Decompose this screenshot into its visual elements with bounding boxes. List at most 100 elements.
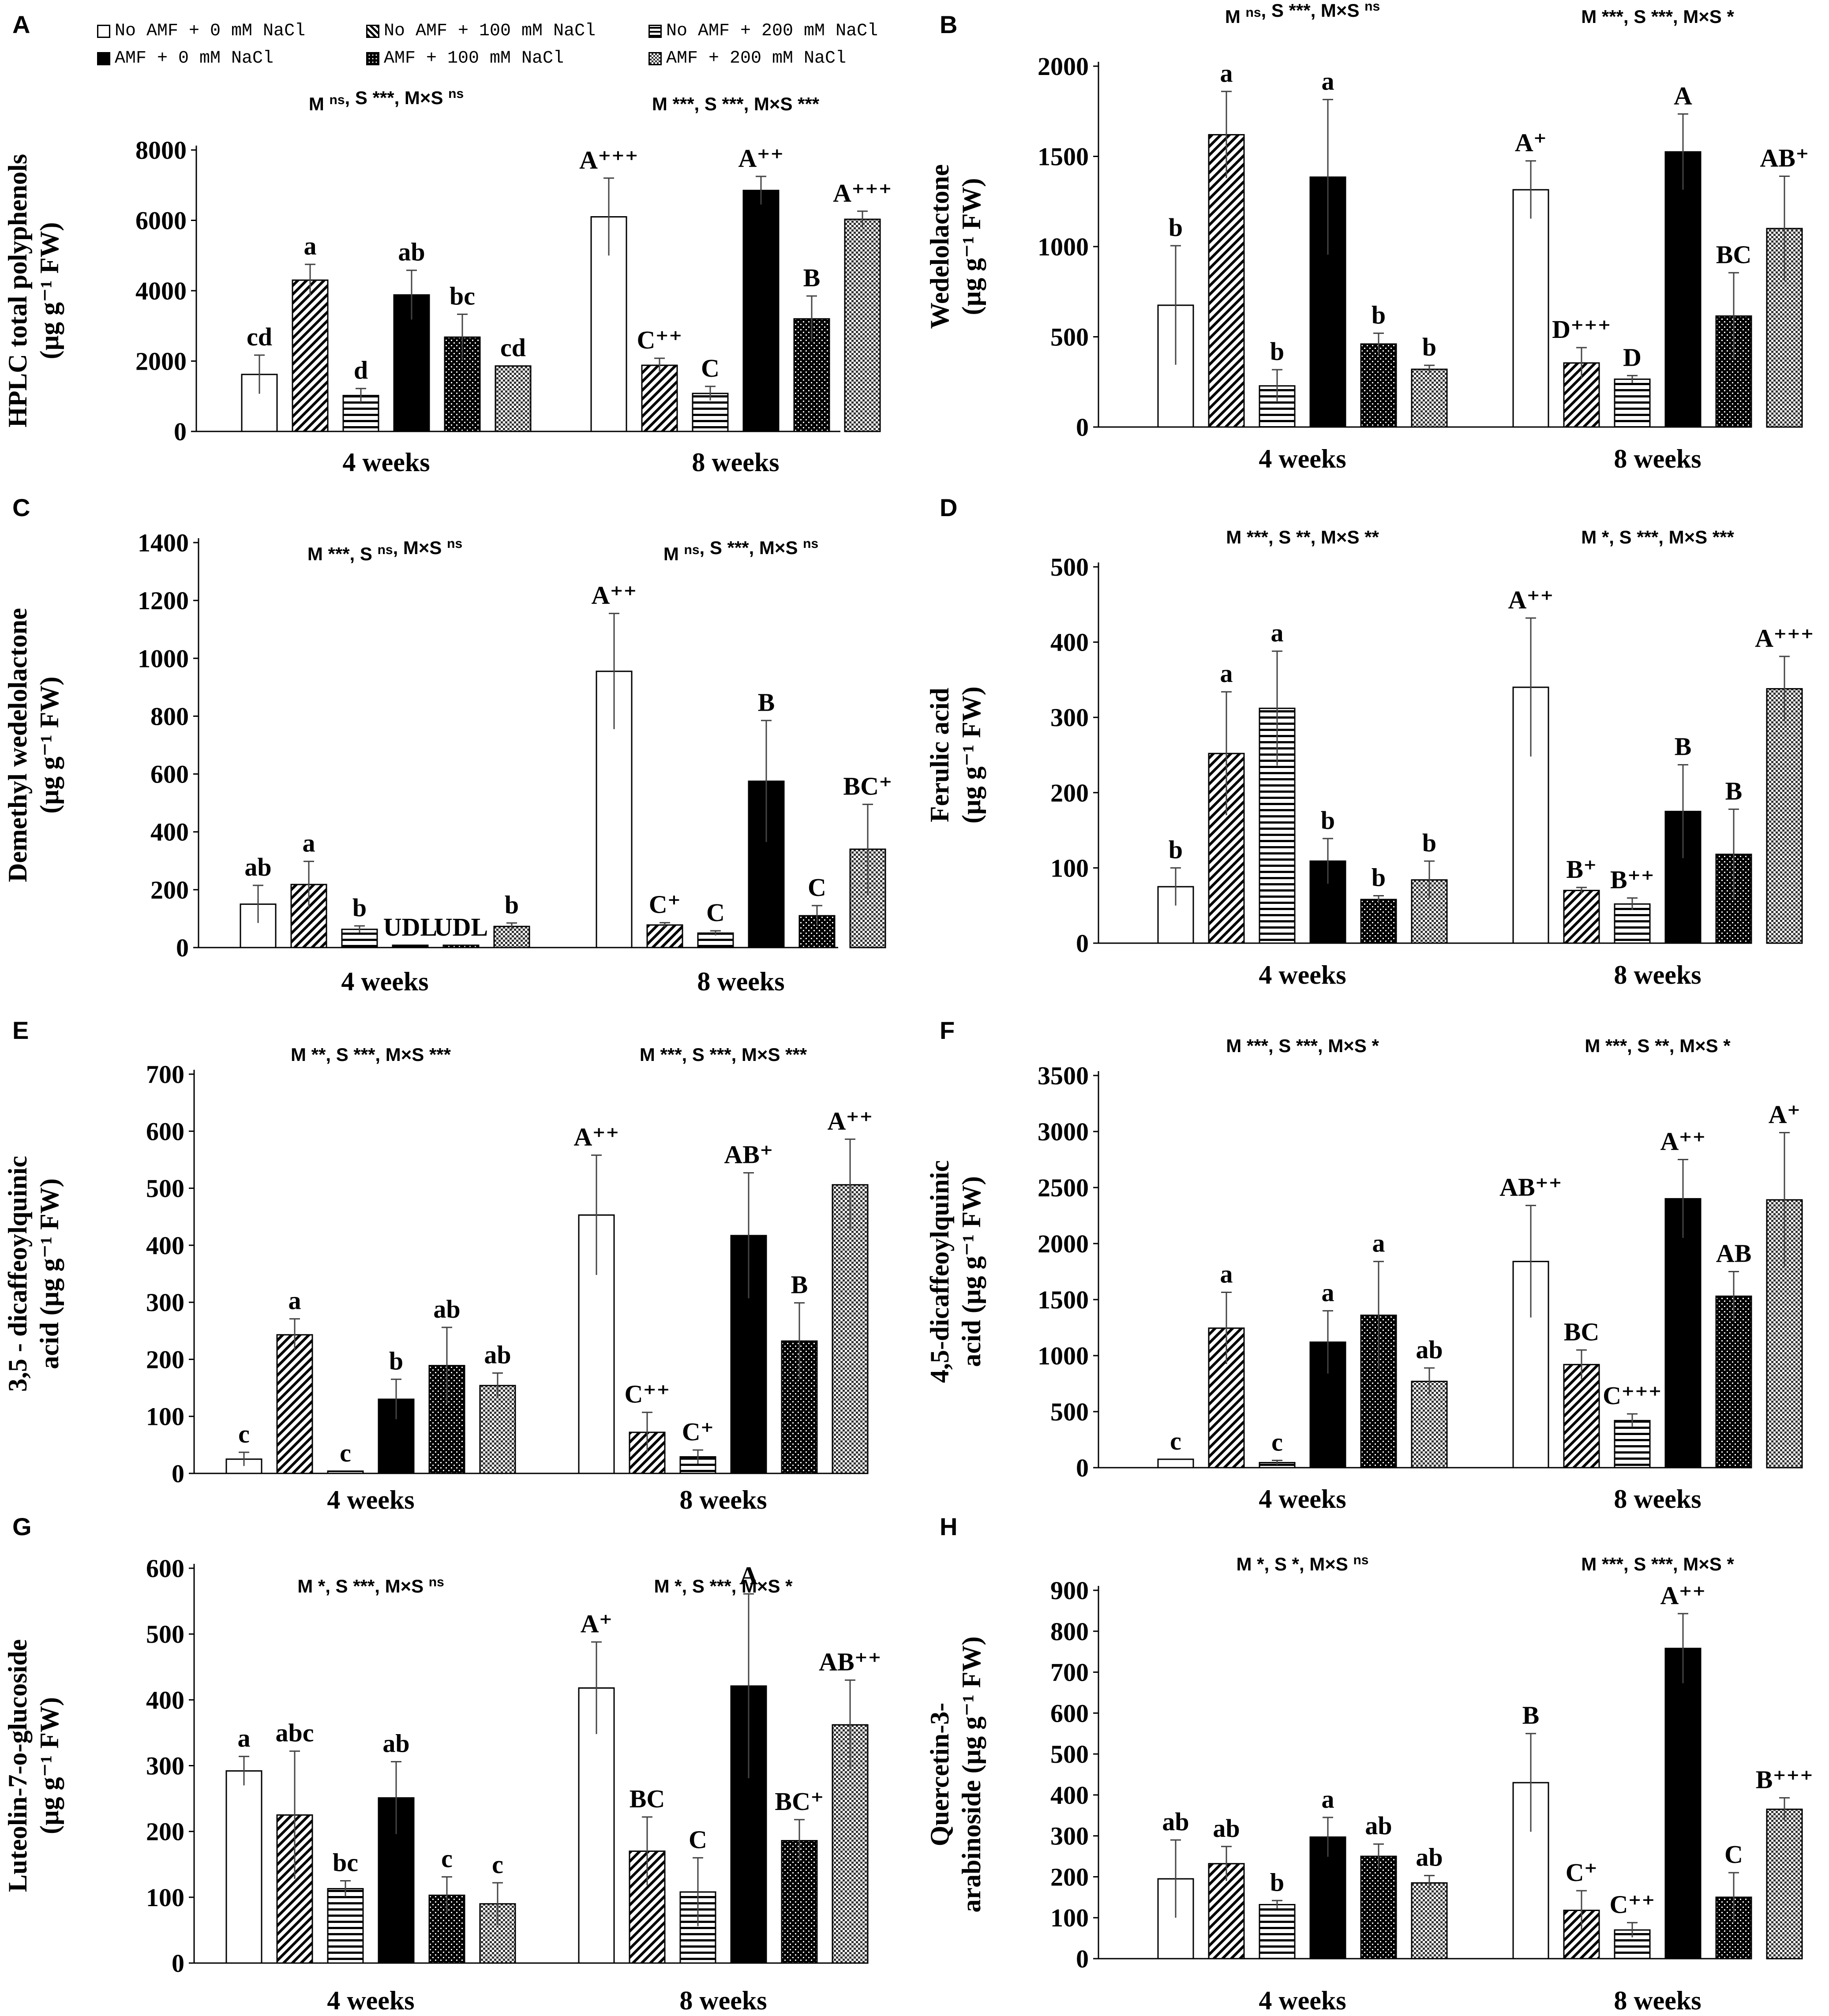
significance-label: BC⁺ xyxy=(775,1787,824,1816)
y-tick-label: 1000 xyxy=(1038,1342,1089,1370)
significance-label: a xyxy=(1220,1259,1233,1288)
y-tick-label: 400 xyxy=(146,1231,184,1260)
bar xyxy=(641,364,678,432)
significance-label: a xyxy=(304,232,317,260)
stats-annotation: M ***, S **, M×S * xyxy=(1585,1035,1731,1056)
significance-label: c xyxy=(340,1439,351,1467)
significance-label: b xyxy=(1321,806,1335,835)
y-tick-label: 600 xyxy=(146,1554,184,1583)
y-axis-label: Quercetin-3- arabinoside (µg g⁻¹ FW) xyxy=(925,1637,986,1913)
legend-entry-no-amf-200: No AMF + 200 mM NaCl xyxy=(648,21,878,41)
significance-label: a xyxy=(1220,59,1233,87)
chart-panel-f: F 4,5-dicaffeoylquinic acid (µg g⁻¹ FW) 0 50… xyxy=(925,1016,1803,1514)
y-tick-label: 2500 xyxy=(1038,1173,1089,1202)
bar xyxy=(327,1470,364,1474)
legend-swatch-diagonal xyxy=(366,24,379,38)
significance-label: A⁺⁺ xyxy=(1660,1127,1705,1156)
significance-label: D⁺⁺⁺ xyxy=(1552,315,1611,344)
significance-label: a xyxy=(289,1286,301,1315)
bar xyxy=(495,365,532,432)
significance-label: ab xyxy=(1365,1811,1392,1840)
significance-label: b xyxy=(352,893,367,922)
y-axis-label: HPLC total polyphenols (µg g⁻¹ FW) xyxy=(3,154,64,427)
significance-label: A⁺ xyxy=(1515,128,1547,157)
significance-label: d xyxy=(354,356,368,385)
bar xyxy=(1563,890,1600,944)
y-tick-label: 200 xyxy=(146,1345,184,1374)
significance-label: C⁺ xyxy=(649,890,681,919)
bar xyxy=(1411,1380,1448,1469)
stats-annotation: M **, S ***, M×S *** xyxy=(291,1044,451,1065)
y-tick-label: 900 xyxy=(1050,1576,1089,1605)
x-category-label: 4 weeks xyxy=(327,1986,414,2015)
legend-label: No AMF + 0 mM NaCl xyxy=(115,21,306,41)
significance-label: b xyxy=(389,1347,403,1375)
bar xyxy=(479,1385,516,1474)
significance-label: cd xyxy=(500,334,526,362)
legend-entry-no-amf-0: No AMF + 0 mM NaCl xyxy=(97,21,305,41)
stats-annotation: M ***, S ***, M×S * xyxy=(1581,6,1734,27)
y-tick-label: 100 xyxy=(146,1883,184,1912)
significance-label: b xyxy=(1372,863,1386,892)
bar xyxy=(1614,1420,1651,1469)
stats-annotation: M ***, S ***, M×S * xyxy=(1581,1554,1734,1574)
significance-label: A⁺⁺ xyxy=(738,144,783,172)
significance-label: C xyxy=(701,354,720,382)
bar xyxy=(1766,1808,1803,1960)
significance-label: b xyxy=(1169,835,1183,864)
legend-label: AMF + 0 mM NaCl xyxy=(115,49,274,68)
y-tick-label: 0 xyxy=(1076,929,1089,958)
significance-label: B⁺ xyxy=(1566,855,1597,884)
y-tick-label: 500 xyxy=(1050,323,1089,352)
y-tick-label: 3000 xyxy=(1038,1117,1089,1146)
significance-label: ab xyxy=(1416,1843,1443,1872)
y-tick-label: 500 xyxy=(146,1620,184,1649)
bar xyxy=(493,926,530,948)
significance-label: A⁺⁺ xyxy=(827,1106,873,1135)
y-axis-label: Wedelolactone (µg g⁻¹ FW) xyxy=(925,164,986,329)
bar xyxy=(1664,1648,1702,1960)
significance-label: a xyxy=(1220,659,1233,688)
significance-label: C⁺ xyxy=(1566,1858,1598,1887)
significance-label: A⁺⁺ xyxy=(573,1123,619,1151)
significance-label: c xyxy=(441,1844,453,1873)
y-tick-label: 300 xyxy=(146,1288,184,1317)
bar xyxy=(1664,151,1702,428)
significance-label: bc xyxy=(333,1848,358,1877)
bar xyxy=(276,1334,313,1474)
chart-panel-h: H Quercetin-3- arabinoside (µg g⁻¹ FW) 0 100… xyxy=(925,1513,1813,2015)
panel-letter: F xyxy=(940,1016,955,1044)
x-category-label: 8 weeks xyxy=(697,967,784,996)
legend-swatch-white xyxy=(97,24,110,38)
bar xyxy=(1766,688,1803,944)
y-tick-label: 1000 xyxy=(1038,232,1089,261)
significance-label: ab xyxy=(244,853,271,881)
significance-label: B xyxy=(758,688,775,716)
x-category-label: 4 weeks xyxy=(1259,444,1346,473)
y-tick-label: 2000 xyxy=(135,347,187,376)
y-tick-label: 500 xyxy=(1050,1398,1089,1426)
y-tick-label: 1400 xyxy=(138,528,189,557)
bar xyxy=(1259,385,1296,428)
panel-letter: C xyxy=(12,494,30,521)
bar xyxy=(1208,134,1245,428)
y-tick-label: 400 xyxy=(1050,628,1089,657)
y-tick-label: 100 xyxy=(1050,1904,1089,1932)
chart-panel-e: E 3,5 - dicaffeoylquinic acid (µg g⁻¹ FW) 0… xyxy=(3,1016,873,1514)
y-axis-label: Luteolin-7-o-glucoside (µg g⁻¹ FW) xyxy=(3,1639,64,1892)
significance-label: BC⁺ xyxy=(843,772,892,800)
significance-label: C⁺⁺⁺ xyxy=(1603,1381,1662,1410)
y-tick-label: 0 xyxy=(172,1949,184,1978)
significance-label: UDL xyxy=(434,913,488,941)
significance-label: B xyxy=(1522,1701,1540,1730)
significance-label: ab xyxy=(398,238,425,266)
legend-swatch-checkered xyxy=(648,52,662,65)
stats-annotation: M ***, S ns, M×S ns xyxy=(307,536,462,564)
y-tick-label: 400 xyxy=(1050,1781,1089,1810)
significance-label: b xyxy=(1169,213,1183,242)
significance-label: D xyxy=(1623,343,1642,371)
y-tick-label: 700 xyxy=(1050,1658,1089,1687)
x-category-label: 8 weeks xyxy=(679,1485,767,1514)
significance-label: b xyxy=(1422,333,1436,361)
